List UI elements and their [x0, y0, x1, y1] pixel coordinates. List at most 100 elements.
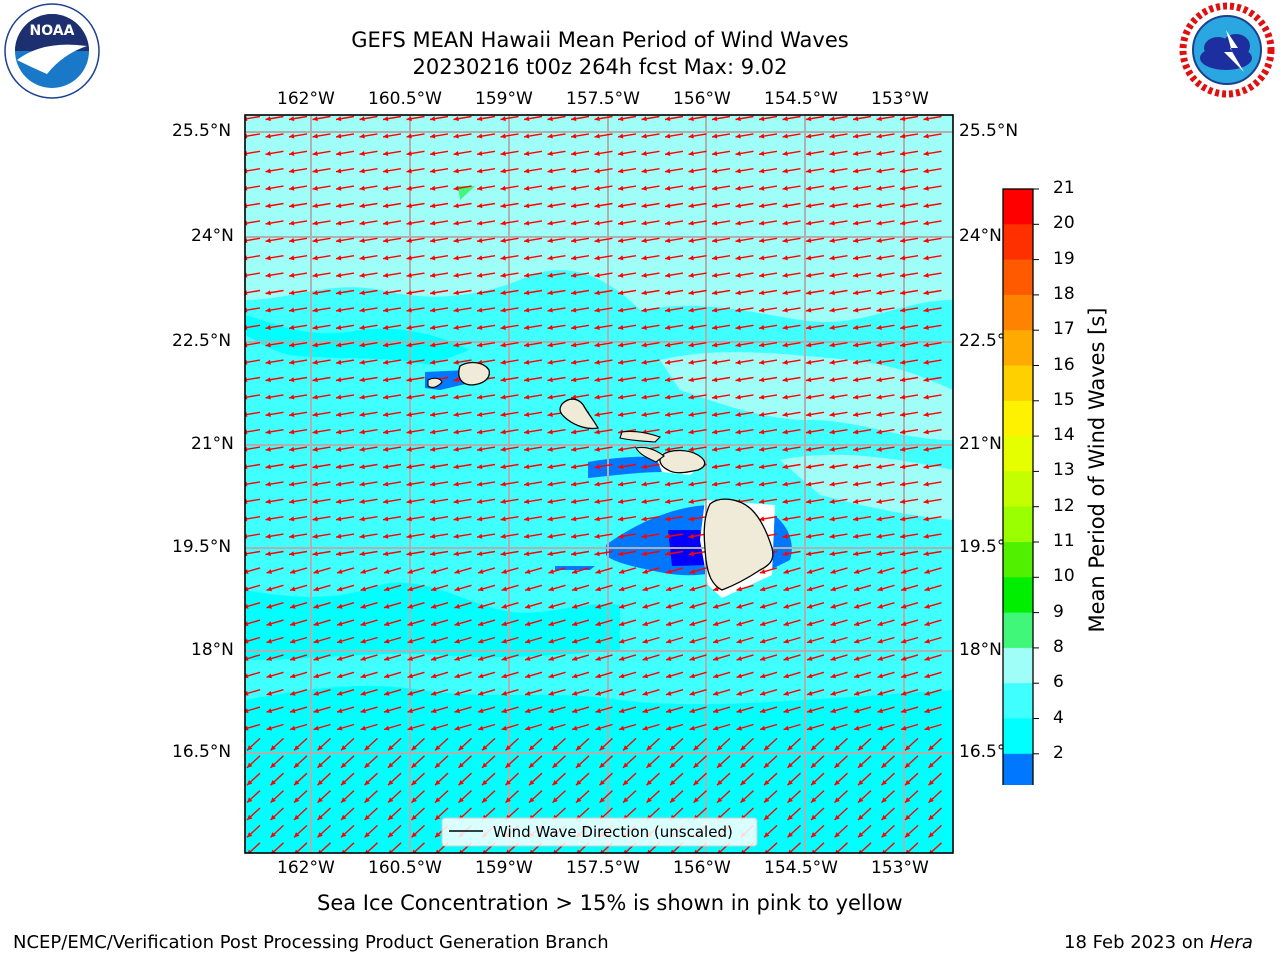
wind-arrow: [876, 202, 895, 209]
contour-8to9-north: [245, 115, 953, 323]
wind-arrow: [852, 168, 872, 174]
wind-arrow: [570, 376, 590, 383]
wind-arrow: [881, 824, 895, 838]
wind-arrow: [523, 168, 543, 174]
wind-arrow: [664, 324, 684, 330]
wind-arrow: [524, 671, 543, 679]
wind-arrow: [429, 307, 449, 313]
wind-arrow: [313, 723, 331, 731]
wind-arrow: [477, 636, 496, 644]
wind-arrow: [711, 220, 731, 226]
wind-arrow: [646, 737, 660, 751]
wind-arrow: [382, 185, 402, 191]
wind-arrow: [429, 446, 449, 452]
wind-arrow: [688, 429, 707, 435]
wind-arrow: [829, 133, 848, 139]
wind-arrow: [806, 619, 825, 627]
wind-arrow: [383, 689, 402, 696]
wind-arrow: [594, 185, 613, 191]
wind-arrow: [735, 220, 754, 226]
wind-arrow: [782, 202, 801, 209]
wind-arrow: [359, 307, 378, 313]
wind-arrow: [712, 636, 731, 644]
wind-arrow: [810, 790, 825, 804]
wind-arrow: [669, 737, 684, 751]
wind-arrow: [288, 359, 308, 365]
wind-arrow: [288, 220, 308, 226]
wind-arrow: [876, 272, 895, 278]
wind-arrow: [877, 619, 895, 627]
wind-arrow: [411, 772, 425, 786]
wind-arrow: [783, 723, 801, 731]
wind-arrow: [711, 255, 731, 261]
wind-arrow: [265, 133, 284, 139]
wind-arrow: [523, 359, 543, 365]
lon-label-bottom: 162°W: [277, 858, 335, 878]
wind-arrow: [688, 115, 707, 122]
wind-arrow: [899, 498, 919, 504]
wind-arrow: [900, 567, 919, 574]
wind-arrow: [782, 185, 801, 191]
wind-arrow: [481, 755, 496, 769]
wind-arrow: [359, 411, 378, 417]
wind-arrow: [477, 706, 496, 714]
wind-arrow: [266, 567, 284, 574]
wind-arrow: [246, 772, 261, 786]
wind-arrow: [852, 324, 872, 330]
wind-arrow: [642, 619, 660, 627]
wind-arrow: [382, 202, 402, 209]
wind-arrow: [454, 567, 472, 574]
wind-arrow: [312, 307, 331, 313]
colorbar-segment: [1003, 294, 1033, 331]
wind-arrow: [265, 429, 284, 435]
wind-arrow: [924, 636, 942, 644]
wind-arrow: [829, 324, 848, 330]
wind-arrow: [852, 516, 872, 522]
wind-arrow: [852, 550, 872, 557]
wind-arrow: [453, 550, 472, 557]
wind-arrow: [641, 168, 660, 174]
wind-arrow: [359, 220, 378, 226]
wind-arrow: [288, 115, 308, 122]
wind-arrow: [523, 481, 543, 487]
wind-arrow: [406, 394, 425, 400]
wind-arrow: [458, 790, 472, 804]
wind-arrow: [928, 807, 942, 821]
wind-arrow: [876, 550, 895, 557]
wind-arrow: [712, 671, 731, 679]
wind-arrow: [900, 602, 919, 609]
wind-arrow: [548, 567, 566, 574]
wind-arrow: [617, 272, 637, 278]
wind-arrow: [364, 824, 378, 838]
wind-arrow: [524, 689, 543, 696]
wind-arrow: [595, 671, 613, 679]
wind-arrow: [430, 689, 449, 696]
wind-arrow: [829, 394, 848, 400]
lat-label-right: 25.5°N: [959, 121, 1019, 141]
wind-arrow: [360, 619, 378, 627]
wind-arrow: [500, 376, 519, 383]
wind-arrow: [288, 150, 308, 156]
wind-arrow: [617, 359, 637, 365]
wind-arrow: [899, 133, 919, 139]
wind-arrow: [642, 567, 660, 574]
wind-arrow: [899, 359, 919, 365]
wind-arrow: [923, 289, 942, 296]
wind-arrow: [853, 602, 872, 609]
wind-arrow: [876, 516, 895, 522]
wind-arrow: [904, 824, 919, 838]
wind-arrow: [805, 463, 825, 470]
wind-arrow: [476, 463, 496, 470]
wind-arrow: [618, 602, 637, 609]
wind-arrow: [547, 115, 566, 122]
wind-arrow: [335, 342, 355, 348]
wind-arrow: [928, 790, 942, 804]
wind-arrow: [335, 411, 355, 417]
wind-arrow: [782, 463, 801, 470]
wind-arrow: [899, 237, 919, 243]
wind-arrow: [359, 550, 378, 557]
wind-arrow: [641, 133, 660, 139]
wind-arrow: [852, 150, 872, 156]
wind-arrow: [900, 671, 919, 679]
